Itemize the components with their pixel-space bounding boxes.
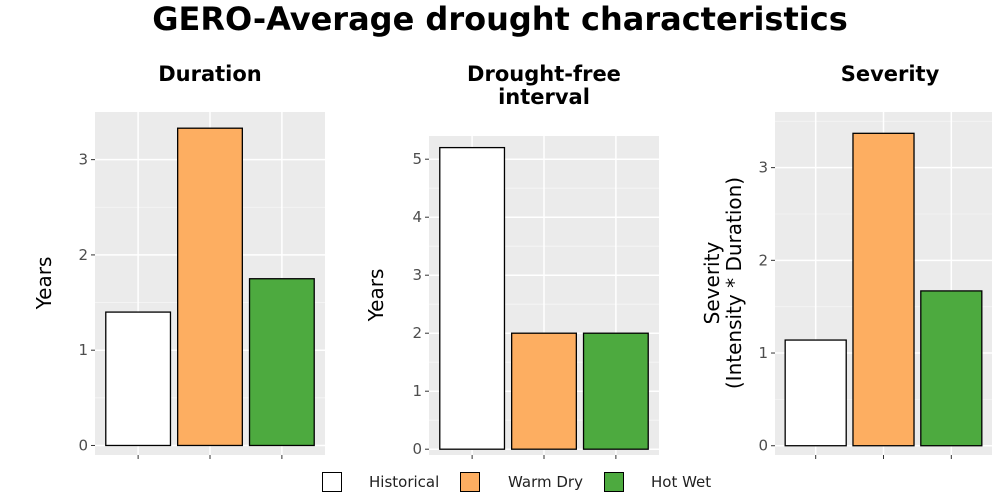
panel-title-severity: Severity (840, 62, 940, 86)
legend-label-historical: Historical (369, 473, 440, 491)
bar-hot-wet (582, 332, 649, 450)
bar-warm-dry (177, 127, 243, 447)
y-tick-label: 4 (412, 208, 422, 226)
y-tick-label: 2 (412, 324, 422, 342)
y-tick-label: 0 (78, 436, 88, 454)
y-tick-label: 3 (758, 159, 768, 177)
y-tick-label: 3 (78, 151, 88, 169)
y-tick-label: 0 (412, 440, 422, 458)
legend-key-historical (322, 472, 342, 492)
bar-historical (784, 339, 847, 447)
y-tick-label: 2 (78, 246, 88, 264)
y-tick-label: 1 (412, 382, 422, 400)
bar-warm-dry (852, 132, 915, 447)
bar-warm-dry (511, 332, 577, 450)
bar-historical (105, 311, 172, 447)
bar-hot-wet (248, 278, 315, 447)
bar-historical (439, 146, 506, 450)
y-tick-label: 0 (758, 437, 768, 455)
y-tick-label: 5 (412, 150, 422, 168)
y-tick-label: 1 (78, 341, 88, 359)
panel-title-drought-free-interval: Drought-free interval (467, 62, 621, 109)
chart-main-title: GERO-Average drought characteristics (152, 0, 848, 38)
y-tick-label: 3 (412, 266, 422, 284)
panel-title-duration: Duration (158, 62, 262, 86)
legend-label-hot-wet: Hot Wet (651, 473, 712, 491)
y-tick-label: 2 (758, 251, 768, 269)
legend-key-warm-dry (460, 472, 480, 492)
bar-hot-wet (920, 290, 983, 447)
legend-key-hot-wet (604, 472, 624, 492)
y-tick-label: 1 (758, 344, 768, 362)
legend-label-warm-dry: Warm Dry (508, 473, 583, 491)
